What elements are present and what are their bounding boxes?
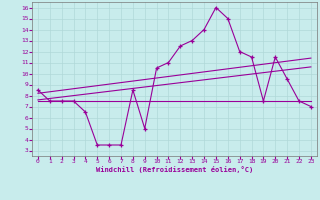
X-axis label: Windchill (Refroidissement éolien,°C): Windchill (Refroidissement éolien,°C) [96,166,253,173]
